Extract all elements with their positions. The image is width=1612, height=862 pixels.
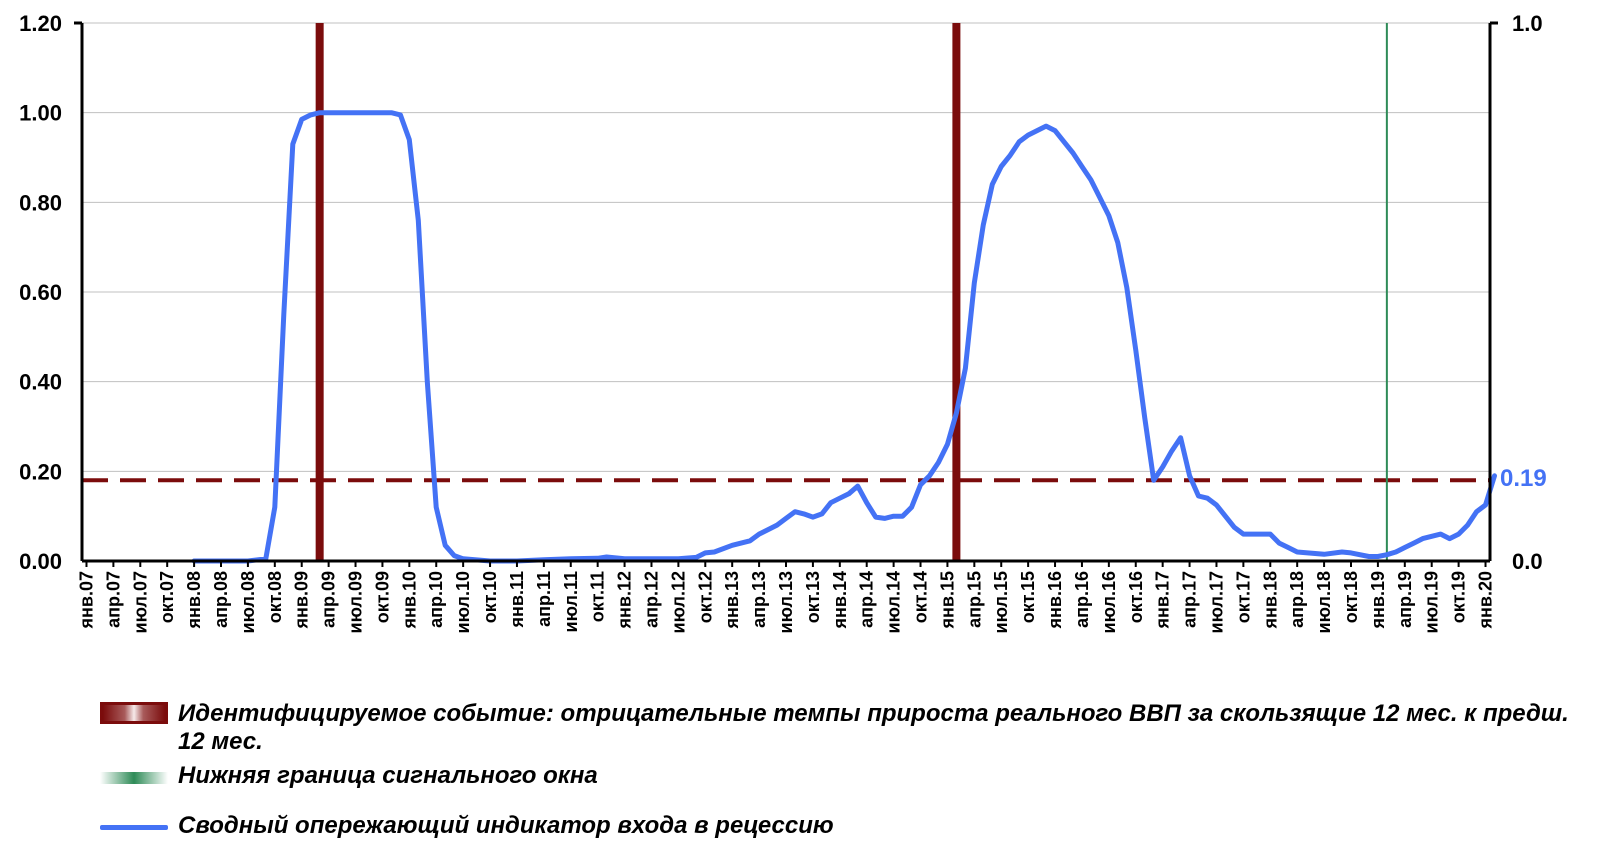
x-tick-label: июл.07 xyxy=(130,571,150,633)
legend-window-label: Нижняя граница сигнального окна xyxy=(178,762,598,789)
legend-item-window: Нижняя граница сигнального окна xyxy=(100,762,1580,790)
y-tick-label: 0.80 xyxy=(19,190,62,215)
left-axis-ticks: 0.00 0.20 0.40 0.60 0.80 1.00 1.20 xyxy=(19,11,62,574)
x-tick-label: июл.18 xyxy=(1314,571,1334,633)
x-tick-label: июл.19 xyxy=(1422,571,1442,633)
x-tick-label: апр.18 xyxy=(1287,571,1307,628)
x-tick-label: окт.11 xyxy=(588,571,608,622)
x-tick-label: окт.16 xyxy=(1126,571,1146,623)
x-tick-label: янв.09 xyxy=(292,571,312,629)
indicator-series xyxy=(191,110,1497,564)
x-tick-label: янв.13 xyxy=(722,571,742,629)
event-marker-bar xyxy=(952,23,961,561)
x-tick-label: апр.11 xyxy=(534,571,554,627)
legend-item-indicator: Сводный опережающий индикатор входа в ре… xyxy=(100,812,1580,840)
x-tick-label: янв.14 xyxy=(830,571,850,629)
event-swatch xyxy=(100,702,168,724)
x-tick-label: янв.10 xyxy=(399,571,419,629)
y-tick-label: 0.40 xyxy=(19,370,62,395)
x-tick-label: окт.18 xyxy=(1341,571,1361,623)
x-tick-label: янв.16 xyxy=(1045,571,1065,629)
x-tick-label: апр.09 xyxy=(319,571,339,628)
x-tick-label: янв.15 xyxy=(937,571,957,629)
x-tick-label: окт.07 xyxy=(157,571,177,623)
x-tick-label: апр.13 xyxy=(749,571,769,628)
x-tick-label: янв.12 xyxy=(615,571,635,629)
end-value-label: 0.19 xyxy=(1500,465,1547,492)
x-tick-label: июл.11 xyxy=(561,571,581,632)
legend: Идентифицируемое событие: отрицательные … xyxy=(100,700,1580,846)
x-tick-label: окт.13 xyxy=(803,571,823,623)
x-tick-label: окт.08 xyxy=(265,571,285,623)
x-tick-label: апр.19 xyxy=(1395,571,1415,628)
x-axis-ticks: янв.07 апр.07 июл.07 окт.07 янв.08 апр.08 июл.… xyxy=(76,561,1496,633)
y-tick-label: 0.00 xyxy=(19,549,62,574)
y2-tick-label: 0.0 xyxy=(1512,549,1543,574)
x-tick-label: июл.12 xyxy=(668,571,688,633)
x-tick-label: окт.19 xyxy=(1449,571,1469,623)
gridlines xyxy=(82,22,1490,472)
y-tick-label: 1.00 xyxy=(19,101,62,126)
annotations: 0.19 xyxy=(1500,465,1547,492)
event-marker-bar xyxy=(315,23,324,561)
legend-indicator-label: Сводный опережающий индикатор входа в ре… xyxy=(178,812,834,839)
x-tick-label: апр.10 xyxy=(426,571,446,628)
event-markers xyxy=(315,23,1388,561)
y-tick-label: 1.20 xyxy=(19,11,62,36)
y-tick-label: 0.60 xyxy=(19,280,62,305)
x-tick-label: апр.17 xyxy=(1180,571,1200,628)
x-tick-label: июл.13 xyxy=(776,571,796,633)
x-tick-label: янв.18 xyxy=(1260,571,1280,629)
indicator-swatch xyxy=(100,825,168,830)
x-tick-label: янв.19 xyxy=(1368,571,1388,629)
x-tick-label: янв.07 xyxy=(76,571,96,629)
x-tick-label: июл.15 xyxy=(991,571,1011,633)
x-tick-label: янв.08 xyxy=(184,571,204,629)
x-tick-label: окт.09 xyxy=(372,571,392,623)
y2-tick-label: 1.0 xyxy=(1512,11,1543,36)
x-tick-label: окт.12 xyxy=(695,571,715,623)
x-tick-label: окт.10 xyxy=(480,571,500,623)
x-tick-label: апр.07 xyxy=(103,571,123,628)
x-tick-label: июл.14 xyxy=(884,571,904,633)
x-tick-label: июл.16 xyxy=(1099,571,1119,633)
x-tick-label: июл.09 xyxy=(346,571,366,633)
x-tick-label: янв.17 xyxy=(1153,571,1173,629)
y-tick-label: 0.20 xyxy=(19,459,62,484)
x-tick-label: янв.11 xyxy=(507,571,527,628)
legend-item-event: Идентифицируемое событие: отрицательные … xyxy=(100,700,1580,756)
legend-event-label: Идентифицируемое событие: отрицательные … xyxy=(178,700,1569,755)
window-swatch xyxy=(100,772,168,784)
x-tick-label: июл.08 xyxy=(238,571,258,633)
x-tick-label: июл.10 xyxy=(453,571,473,633)
x-tick-label: июл.17 xyxy=(1206,571,1226,633)
x-tick-label: янв.20 xyxy=(1476,571,1496,629)
x-tick-label: апр.08 xyxy=(211,571,231,628)
x-tick-label: окт.17 xyxy=(1233,571,1253,623)
x-tick-label: апр.12 xyxy=(641,571,661,628)
right-axis-ticks: 0.0 1.0 xyxy=(1512,11,1543,574)
recession-indicator-chart: 0.00 0.20 0.40 0.60 0.80 1.00 1.20 0.0 1.0 янв.… xyxy=(19,11,1547,633)
x-tick-label: окт.15 xyxy=(1018,571,1038,623)
indicator-line xyxy=(191,110,1497,564)
x-tick-label: окт.14 xyxy=(911,571,931,623)
x-tick-label: апр.16 xyxy=(1072,571,1092,628)
x-tick-label: апр.14 xyxy=(857,571,877,628)
x-tick-label: апр.15 xyxy=(964,571,984,628)
